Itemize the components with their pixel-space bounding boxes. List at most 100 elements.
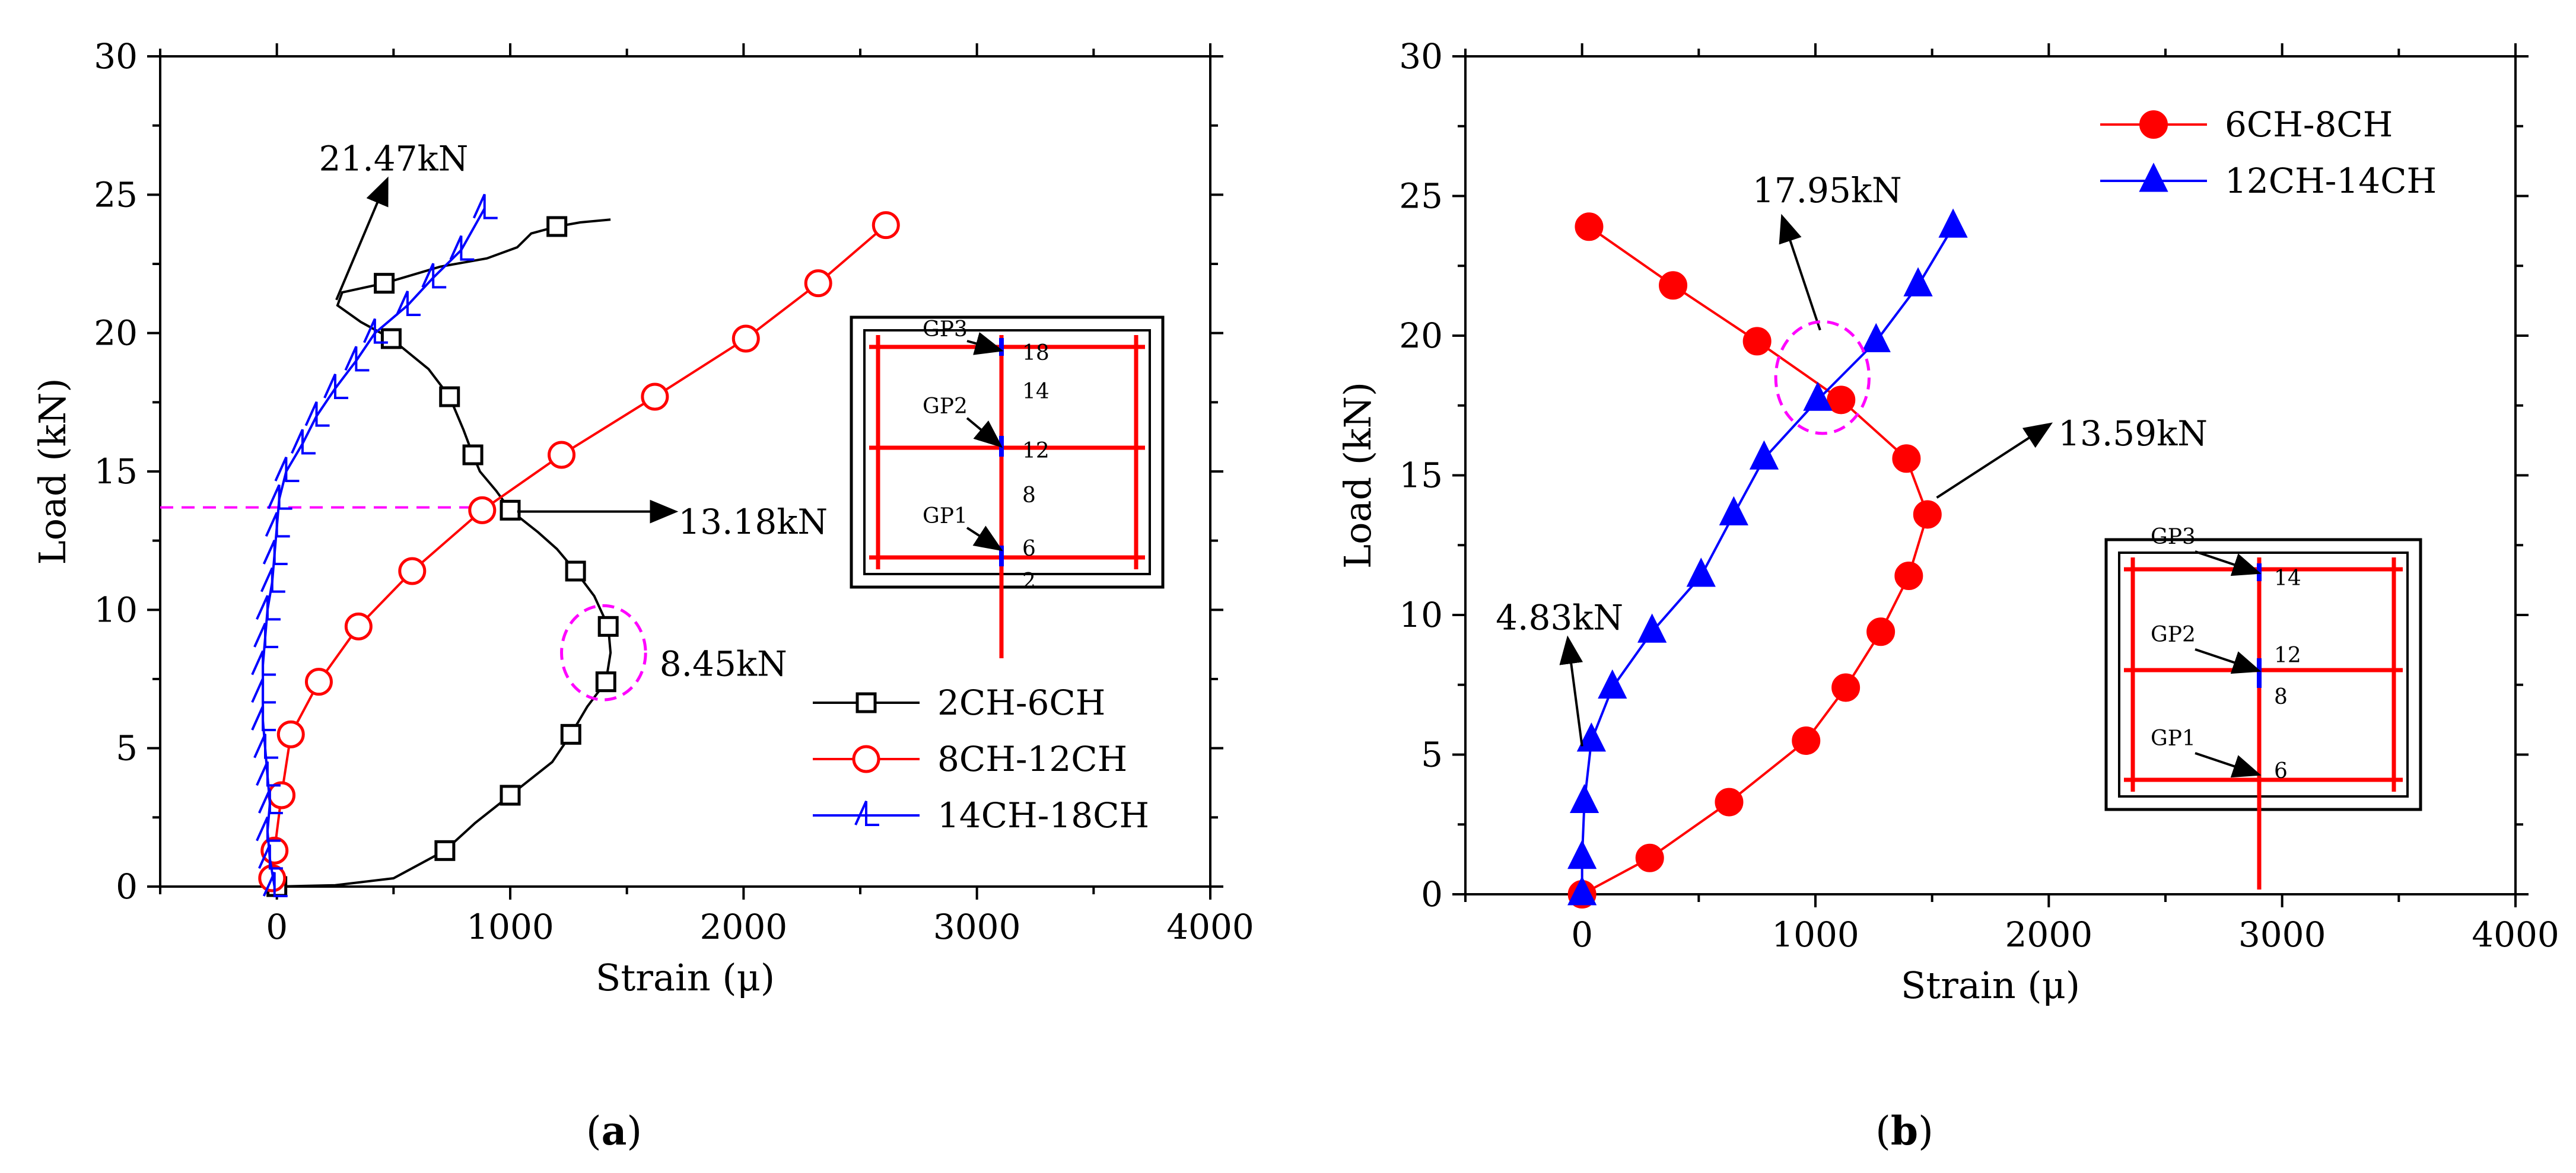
data-point-14CH-18CH [304, 401, 330, 427]
data-point-2CH-6CH [565, 560, 586, 582]
data-point-14CH-18CH [449, 235, 475, 261]
data-point-2CH-6CH [439, 386, 460, 407]
annotation-arrow [1779, 213, 1821, 331]
inset-gauge-number: 6 [2274, 759, 2288, 783]
inset-gp-arrow [966, 332, 1004, 355]
inset-gp-arrow [966, 525, 1003, 552]
inset-inner-frame [2118, 552, 2409, 798]
data-point-12CH-14CH [1749, 440, 1779, 470]
panel-label-paren-open: ( [1875, 1108, 1891, 1154]
panel-a: 0 1000 2000 3000 4000 0 5 10 15 20 25 30 Strain (μ) L… [31, 36, 1254, 999]
annotation-circle [1774, 320, 1871, 435]
data-point-14CH-18CH [344, 346, 370, 372]
annotation-label: 8.45kN [660, 643, 787, 684]
data-point-8CH-12CH [548, 441, 576, 469]
data-point-12CH-14CH [1567, 876, 1597, 906]
inset-inner-frame [863, 329, 1151, 575]
data-point-8CH-12CH [641, 383, 669, 411]
data-point-14CH-18CH [267, 484, 292, 510]
data-point-14CH-18CH [253, 733, 278, 759]
data-point-2CH-6CH [374, 273, 395, 294]
data-point-14CH-18CH [256, 816, 281, 842]
data-point-14CH-18CH [251, 650, 276, 676]
data-point-6CH-8CH [1894, 562, 1923, 591]
data-point-8CH-12CH [872, 211, 900, 240]
inset-gauge-number: 12 [1022, 439, 1050, 463]
inset-outer-frame [2104, 538, 2422, 811]
data-point-12CH-14CH [1598, 669, 1627, 699]
data-point-8CH-12CH [344, 612, 373, 640]
y-tick-label: 0 [1421, 874, 1443, 914]
data-point-8CH-12CH [398, 557, 427, 585]
x-tick-label: 2000 [2005, 914, 2093, 955]
panel-label-b: (b) [1875, 1108, 1933, 1154]
data-point-14CH-18CH [256, 761, 281, 787]
data-point-6CH-8CH [1831, 673, 1861, 702]
inset-outer-frame [850, 315, 1165, 589]
data-point-14CH-18CH [421, 263, 447, 289]
legend-label-8CH-12CH: 8CH-12CH [937, 739, 1127, 779]
y-tick-label: 30 [94, 36, 138, 76]
data-point-14CH-18CH [260, 567, 285, 593]
y-tick-label: 10 [1399, 595, 1443, 635]
y-tick-label: 10 [94, 589, 138, 630]
annotation-circle [560, 604, 647, 702]
y-tick-label: 0 [116, 866, 138, 907]
data-point-8CH-12CH [804, 269, 832, 298]
panel-label-paren-close: ) [626, 1108, 642, 1154]
inset-gauge-number: 2 [1022, 569, 1036, 594]
legend-marker-8CH-12CH [852, 745, 880, 773]
legend-label-6CH-8CH: 6CH-8CH [2225, 104, 2393, 145]
data-point-2CH-6CH [500, 499, 521, 521]
y-tick-label: 15 [94, 451, 138, 492]
annotation-label: 17.95kN [1753, 170, 1902, 211]
annotation-label: 13.18kN [678, 502, 828, 542]
series-line-2CH-6CH [276, 218, 612, 888]
data-point-6CH-8CH [1659, 271, 1688, 300]
annotation-label: 4.83kN [1496, 598, 1623, 638]
x-axis-title: Strain (μ) [596, 956, 775, 999]
inset-gauge-number: 14 [2274, 566, 2301, 591]
data-point-8CH-12CH [276, 720, 305, 748]
annotation-arrow [335, 176, 389, 301]
panel-label-paren-close: ) [1918, 1108, 1933, 1154]
annotation-arrow [1559, 635, 1583, 747]
inset-gp-label: GP2 [2151, 623, 2196, 647]
data-point-14CH-18CH [258, 789, 283, 814]
data-point-6CH-8CH [1827, 385, 1856, 415]
inset-gp-label: GP1 [2151, 726, 2196, 751]
series-line-12CH-14CH [1580, 226, 1954, 894]
data-point-2CH-6CH [597, 616, 619, 637]
x-tick-label: 0 [266, 907, 288, 947]
data-point-14CH-18CH [396, 291, 421, 316]
data-point-14CH-18CH [256, 595, 281, 621]
y-axis-title: Load (kN) [1336, 382, 1379, 569]
x-tick-label: 1000 [466, 907, 554, 947]
x-tick-label: 4000 [1166, 907, 1254, 947]
inset-schematic: GP3 GP2 GP1 14 12 8 6 [2104, 525, 2422, 890]
data-point-8CH-12CH [468, 496, 497, 524]
data-point-6CH-8CH [1866, 617, 1896, 646]
x-tick-label: 0 [1571, 914, 1593, 955]
data-point-14CH-18CH [262, 540, 288, 565]
inset-gp-label: GP3 [923, 317, 968, 342]
annotation-label: 21.47kN [319, 139, 468, 179]
annotation-label: 13.59kN [2058, 413, 2208, 454]
inset-gauge-number: 12 [2274, 643, 2301, 668]
inset-gauge-number: 6 [1022, 537, 1036, 561]
data-point-6CH-8CH [1913, 500, 1942, 529]
data-point-2CH-6CH [462, 444, 484, 466]
inset-gauge-number: 18 [1022, 341, 1050, 365]
data-point-12CH-14CH [1567, 840, 1597, 869]
y-tick-label: 5 [116, 728, 138, 769]
x-tick-label: 3000 [2238, 914, 2326, 955]
inset-gp-label: GP3 [2151, 525, 2196, 549]
inset-gauge-number: 8 [1022, 483, 1036, 508]
x-axis-title: Strain (μ) [1901, 964, 2080, 1007]
data-point-14CH-18CH [262, 872, 288, 897]
data-point-14CH-18CH [251, 706, 276, 731]
data-point-6CH-8CH [1715, 788, 1744, 817]
legend-marker-2CH-6CH [856, 692, 877, 713]
data-point-12CH-14CH [1576, 722, 1607, 752]
data-point-12CH-14CH [1637, 613, 1667, 643]
